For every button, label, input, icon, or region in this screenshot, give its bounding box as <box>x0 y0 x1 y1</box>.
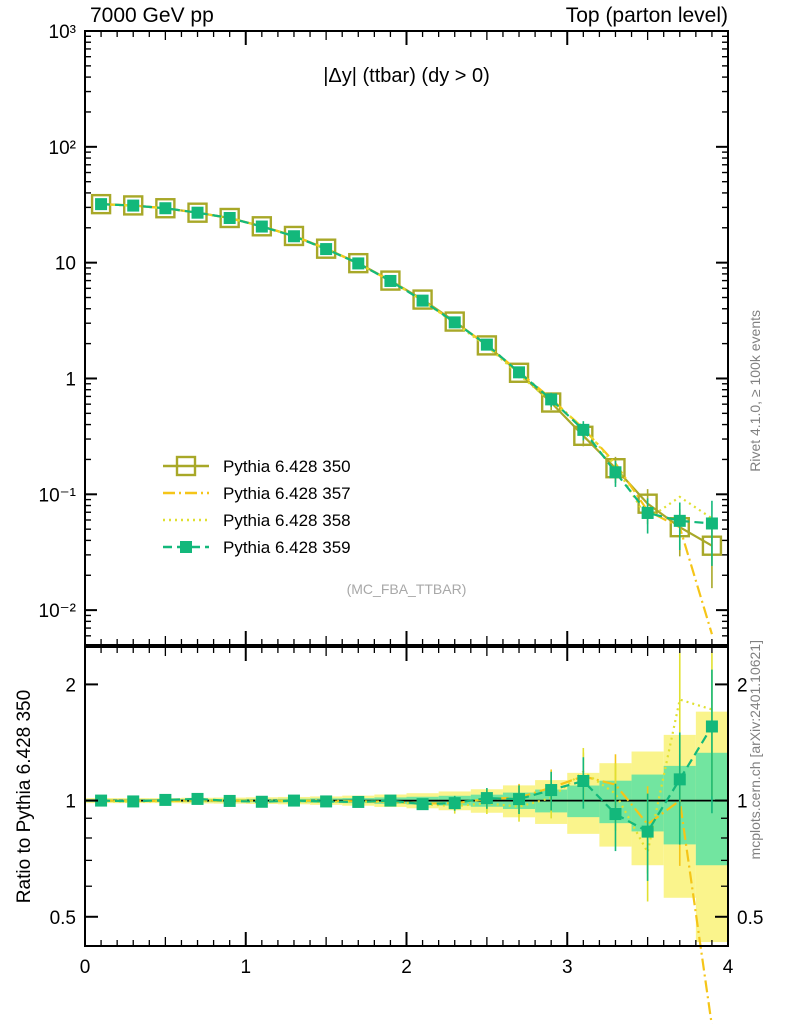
ratio-y-tick-label-left: 0.5 <box>50 908 76 929</box>
ratio-marker-filled-square <box>609 808 622 821</box>
main-marker-filled-square <box>95 198 108 211</box>
ratio-marker-filled-square <box>513 793 526 806</box>
main-y-tick-label: 10² <box>49 138 76 159</box>
main-marker-filled-square <box>609 466 622 479</box>
ratio-marker-filled-square <box>416 798 429 811</box>
x-tick-label: 3 <box>562 957 573 978</box>
main-series-0 <box>90 193 723 589</box>
main-y-tick-label: 1 <box>65 369 76 390</box>
plot-title: |Δy| (ttbar) (dy > 0) <box>323 65 490 87</box>
main-marker-open-square <box>348 252 369 274</box>
main-y-tick-label: 10⁻¹ <box>39 485 77 506</box>
x-tick-label: 0 <box>80 957 91 978</box>
ratio-y-tick-label-left: 2 <box>65 675 76 696</box>
main-series-1 <box>101 203 713 635</box>
main-series-3 <box>95 198 718 566</box>
ratio-marker-filled-square <box>384 794 397 807</box>
ratio-marker-filled-square <box>223 794 236 807</box>
main-marker-open-square <box>476 335 498 356</box>
main-marker-filled-square <box>641 506 654 519</box>
x-tick-label: 2 <box>401 957 412 978</box>
ratio-marker-filled-square <box>641 825 654 838</box>
ratio-marker-filled-square <box>255 795 268 808</box>
main-marker-filled-square <box>352 257 365 270</box>
ratio-marker-filled-square <box>320 795 333 808</box>
main-marker-filled-square <box>513 366 526 379</box>
main-marker-filled-square <box>673 514 686 527</box>
ratio-panel: 2 2 1 1 0.5 0.5 0 1 2 3 4 Ratio to Pythia 6.428 350 <box>14 646 763 1024</box>
ratio-marker-filled-square <box>448 797 461 810</box>
legend-marker-0 <box>175 455 197 477</box>
legend: Pythia 6.428 350 Pythia 6.428 357 Pythia 6… <box>163 455 351 557</box>
main-y-tick-label: 10³ <box>49 22 76 43</box>
legend-label-2: Pythia 6.428 358 <box>223 511 351 530</box>
x-tick-label: 1 <box>240 957 251 978</box>
legend-label-0: Pythia 6.428 350 <box>223 457 351 476</box>
ratio-marker-filled-square <box>159 793 172 806</box>
ratio-marker-filled-square <box>673 773 686 786</box>
main-marker-open-square <box>283 225 305 247</box>
main-marker-filled-square <box>287 230 300 243</box>
main-marker-open-square <box>315 238 337 259</box>
main-marker-filled-square <box>384 274 397 287</box>
legend-marker-3 <box>180 541 192 553</box>
main-series-line <box>101 203 713 547</box>
main-marker-filled-square <box>255 220 268 233</box>
main-marker-filled-square <box>577 423 590 436</box>
legend-label-3: Pythia 6.428 359 <box>223 538 351 557</box>
main-marker-filled-square <box>127 199 140 212</box>
ratio-series-2 <box>95 669 718 881</box>
main-marker-filled-square <box>223 211 236 224</box>
main-marker-open-square <box>444 311 465 332</box>
main-marker-open-square <box>412 289 433 310</box>
ratio-marker-filled-square <box>577 774 590 787</box>
main-marker-open-square <box>508 362 530 383</box>
ratio-y-tick-label-left: 1 <box>65 792 76 813</box>
x-tick-label: 4 <box>723 957 734 978</box>
main-marker-filled-square <box>448 316 461 329</box>
ratio-marker-filled-square <box>287 794 300 807</box>
ratio-marker-filled-square <box>480 792 493 805</box>
main-marker-filled-square <box>416 294 429 307</box>
ratio-y-tick-label-right: 1 <box>737 792 748 813</box>
main-marker-open-square <box>251 216 273 237</box>
side-label-rivet: Rivet 4.1.0, ≥ 100k events <box>747 310 763 472</box>
main-y-tick-label: 10 <box>55 254 76 275</box>
ratio-marker-filled-square <box>545 784 558 797</box>
ratio-marker-filled-square <box>191 792 204 805</box>
header-right: Top (parton level) <box>566 4 728 27</box>
ratio-series-line <box>101 775 713 1024</box>
side-label-mcplots: mcplots.cern.ch [arXiv:2401.10621] <box>747 640 763 859</box>
ratio-axis-label: Ratio to Pythia 6.428 350 <box>14 690 35 903</box>
main-panel: 10³ 10² 10 1 10⁻¹ 10⁻² |Δy| (ttbar) (dy > 0) (M… <box>39 22 729 646</box>
header-left: 7000 GeV pp <box>90 4 214 27</box>
main-marker-filled-square <box>191 206 204 219</box>
ratio-marker-filled-square <box>352 795 365 808</box>
main-marker-filled-square <box>159 202 172 215</box>
main-marker-filled-square <box>705 517 718 530</box>
main-marker-filled-square <box>545 393 558 406</box>
ratio-y-tick-label-right: 2 <box>737 675 748 696</box>
legend-label-1: Pythia 6.428 357 <box>223 484 351 503</box>
ratio-y-tick-label-right: 0.5 <box>737 908 763 929</box>
main-marker-open-square <box>219 207 240 229</box>
main-marker-open-square <box>380 270 401 291</box>
main-marker-filled-square <box>480 338 493 351</box>
ratio-marker-filled-square <box>705 720 718 733</box>
main-marker-open-square <box>187 202 208 223</box>
main-series-line <box>101 203 713 635</box>
ratio-marker-filled-square <box>127 795 140 808</box>
analysis-watermark: (MC_FBA_TTBAR) <box>347 581 467 597</box>
main-marker-filled-square <box>320 243 333 256</box>
main-y-tick-label: 10⁻² <box>39 601 77 622</box>
